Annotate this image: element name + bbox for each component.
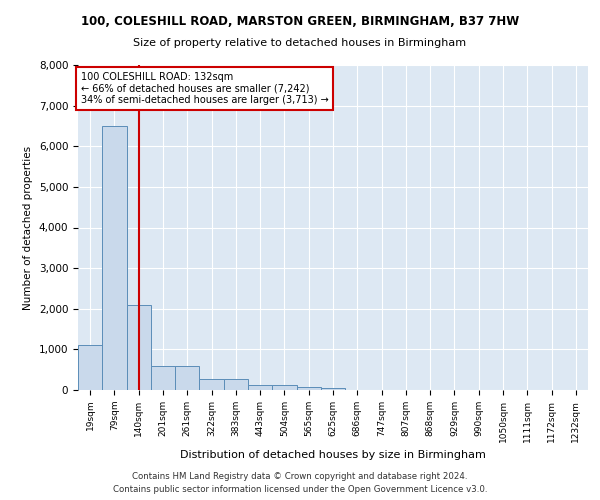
Text: Contains public sector information licensed under the Open Government Licence v3: Contains public sector information licen… <box>113 485 487 494</box>
Text: Contains HM Land Registry data © Crown copyright and database right 2024.: Contains HM Land Registry data © Crown c… <box>132 472 468 481</box>
Text: 100 COLESHILL ROAD: 132sqm
← 66% of detached houses are smaller (7,242)
34% of s: 100 COLESHILL ROAD: 132sqm ← 66% of deta… <box>80 72 328 104</box>
Text: 100, COLESHILL ROAD, MARSTON GREEN, BIRMINGHAM, B37 7HW: 100, COLESHILL ROAD, MARSTON GREEN, BIRM… <box>81 15 519 28</box>
Bar <box>272 385 296 390</box>
Text: Size of property relative to detached houses in Birmingham: Size of property relative to detached ho… <box>133 38 467 48</box>
Y-axis label: Number of detached properties: Number of detached properties <box>23 146 33 310</box>
Bar <box>175 366 199 390</box>
Bar <box>151 366 175 390</box>
Bar <box>102 126 127 390</box>
Bar <box>248 384 272 390</box>
Bar <box>296 387 321 390</box>
Bar <box>224 380 248 390</box>
Bar <box>127 304 151 390</box>
Bar <box>78 346 102 390</box>
X-axis label: Distribution of detached houses by size in Birmingham: Distribution of detached houses by size … <box>180 450 486 460</box>
Bar <box>199 378 224 390</box>
Bar <box>321 388 345 390</box>
